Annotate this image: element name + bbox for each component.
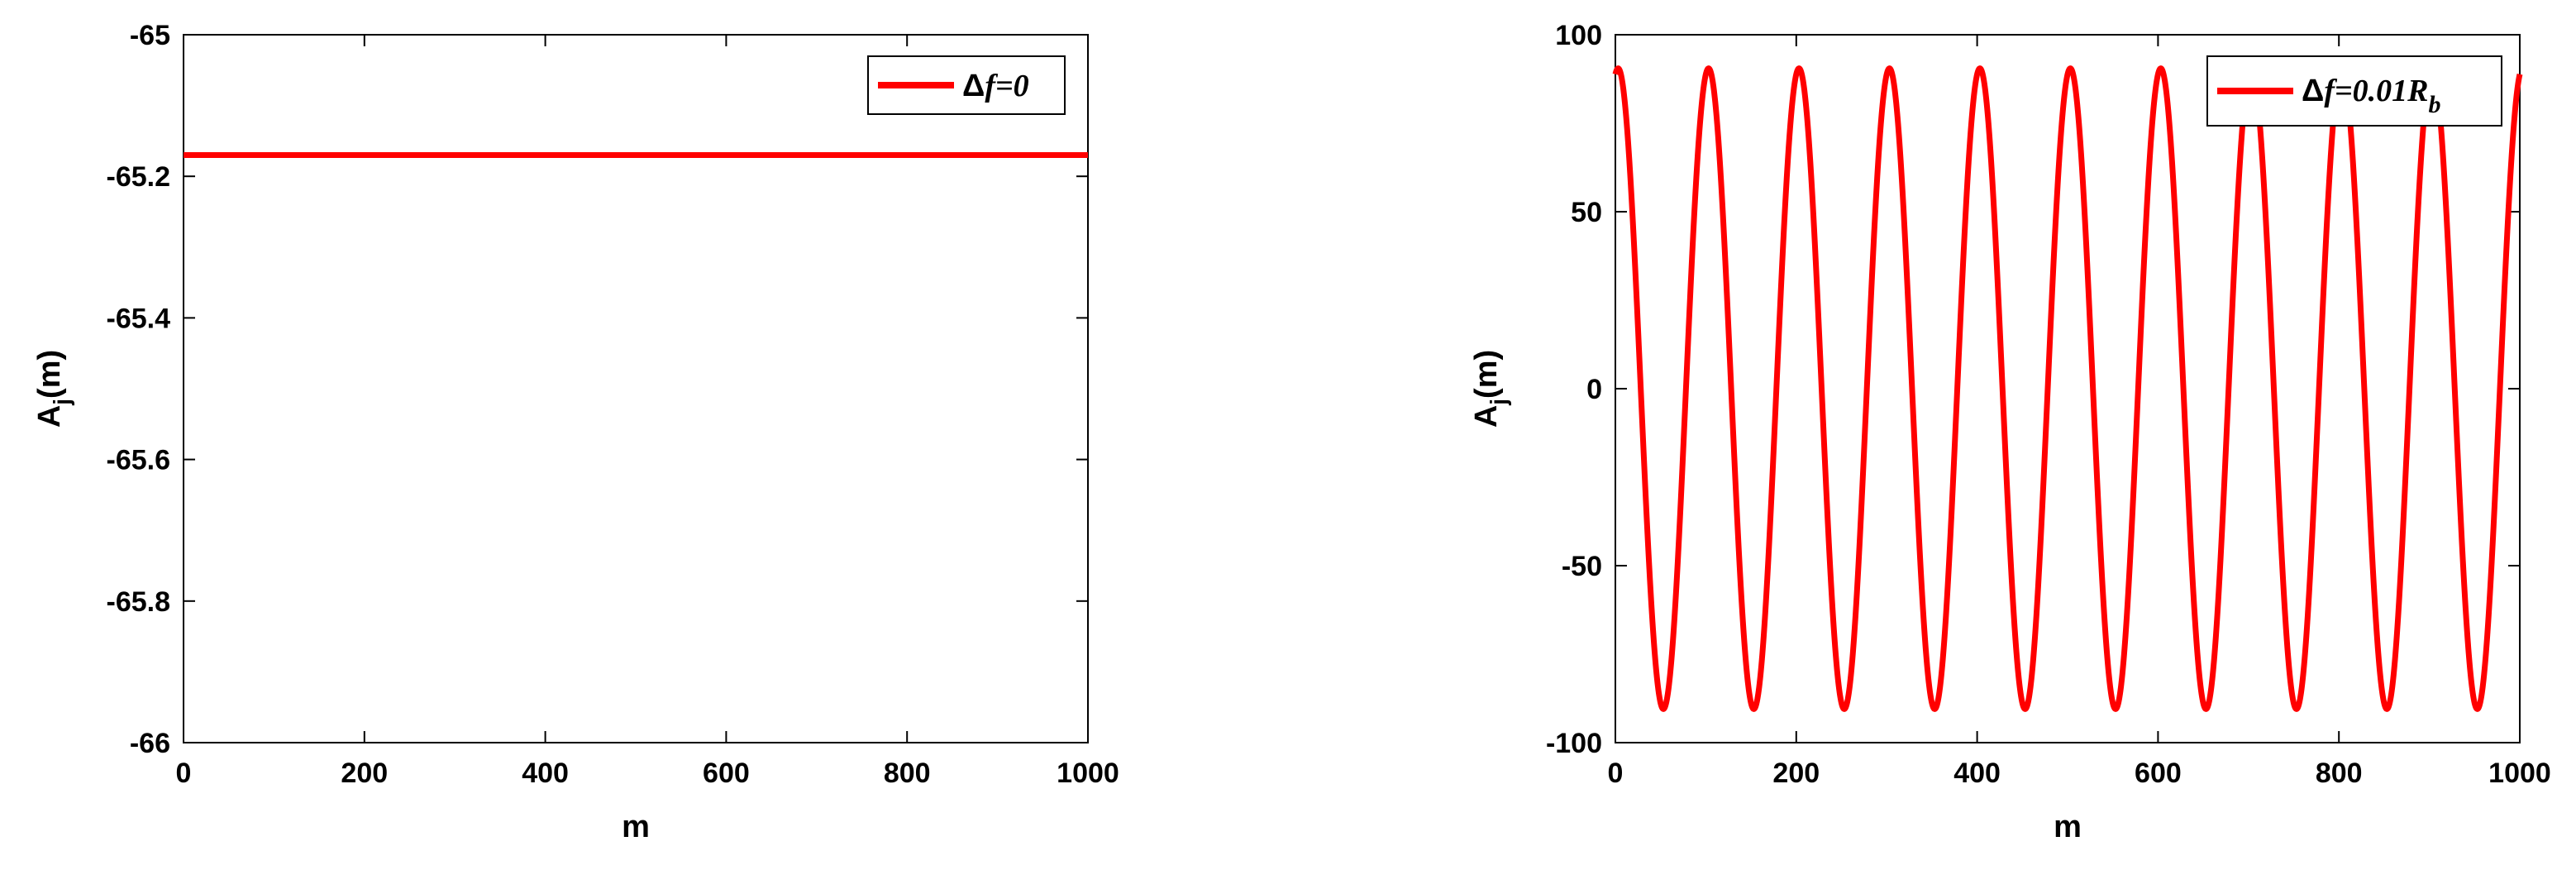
x-tick-label: 200 (1772, 758, 1820, 789)
legend-main: f=0 (985, 69, 1028, 103)
x-axis-title-left: m (622, 810, 650, 844)
plot-area-left (183, 34, 1089, 743)
y-tick-label: 0 (1586, 374, 1602, 405)
y-tick-label: -65.4 (107, 303, 171, 334)
y-tick-label: 100 (1555, 20, 1602, 51)
x-tick-label: 200 (341, 758, 388, 789)
y-tick-label: -65.6 (107, 445, 171, 476)
legend-right: Δf=0.01Rb (2206, 55, 2502, 127)
y-tick-label: -50 (1562, 551, 1602, 582)
legend-label-left: Δf=0 (962, 69, 1029, 103)
legend-sub: b (2428, 91, 2440, 118)
y-axis-title-sub: j (1486, 399, 1511, 406)
x-axis-title-right: m (2054, 810, 2082, 844)
chart-left: 0 200 400 600 800 1000 -66 -65.8 -65.6 -65.4 -65.2… (32, 20, 1119, 844)
y-axis-title-rest: (m) (32, 350, 67, 399)
plot-area-right (1615, 34, 2521, 743)
chart-right: 0 200 400 600 800 1000 -100 -50 0 50 100 m Aj(m) Δ… (1469, 20, 2551, 844)
x-tick-label: 400 (1953, 758, 2001, 789)
y-tick-label: -65.8 (107, 586, 171, 618)
legend-left: Δf=0 (867, 55, 1066, 115)
y-axis-title-rest: (m) (1469, 350, 1504, 399)
x-tick-label: 0 (1608, 758, 1624, 789)
x-tick-label: 600 (703, 758, 750, 789)
series-line (1612, 65, 2523, 712)
x-tick-label: 1000 (1057, 758, 1119, 789)
y-axis-title-right: Aj(m) (1469, 350, 1511, 428)
x-tick-label: 800 (884, 758, 931, 789)
ticks-right: 0 200 400 600 800 1000 -100 -50 0 50 100 (1546, 20, 2551, 789)
y-tick-label: -65 (130, 20, 170, 51)
y-axis-title-left: Aj(m) (32, 350, 74, 428)
y-tick-label: -66 (130, 728, 170, 759)
y-tick-label: -100 (1546, 728, 1602, 759)
y-axis-title-base: A (32, 405, 67, 428)
y-tick-label: 50 (1571, 197, 1602, 228)
legend-symbol: Δ (962, 69, 985, 103)
series-right (1612, 65, 2523, 712)
x-tick-label: 0 (176, 758, 192, 789)
x-tick-label: 600 (2135, 758, 2182, 789)
y-axis-title-sub: j (49, 399, 74, 406)
x-tick-label: 400 (522, 758, 569, 789)
ticks-left: 0 200 400 600 800 1000 -66 -65.8 -65.6 -65.4 -65.2… (107, 20, 1119, 789)
y-axis-title-base: A (1469, 405, 1504, 428)
x-tick-label: 1000 (2488, 758, 2551, 789)
legend-main: f=0.01R (2324, 74, 2428, 108)
y-tick-label: -65.2 (107, 161, 171, 193)
legend-label-right: Δf=0.01Rb (2302, 74, 2440, 118)
x-tick-label: 800 (2316, 758, 2363, 789)
legend-symbol: Δ (2302, 74, 2324, 108)
